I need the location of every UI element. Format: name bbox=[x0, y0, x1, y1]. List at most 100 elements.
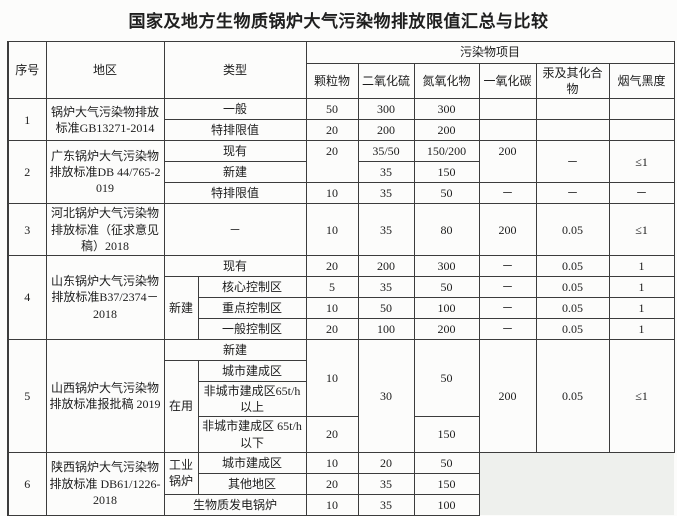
table-row: 4 山东锅炉大气污染物排放标准B37/2374－2018 现有 20 200 300 － 0.… bbox=[7, 254, 675, 340]
value-cell: 0.05 bbox=[535, 275, 610, 298]
value-cell: 35 bbox=[357, 203, 415, 256]
value-cell: 35 bbox=[357, 161, 415, 184]
emission-limits-table: 序号 地区 类型 污染物项目 颗粒物 二氧化硫 氮氧化物 一氧化碳 汞及其化合物… bbox=[7, 40, 675, 516]
value-cell: 0.05 bbox=[535, 254, 610, 277]
value-cell: 35 bbox=[357, 472, 415, 495]
value-cell: 300 bbox=[413, 98, 480, 121]
row-no-cell: 6 bbox=[7, 451, 47, 516]
value-cell: 200 bbox=[357, 119, 415, 142]
value-cell: ≤1 bbox=[608, 203, 675, 256]
table-row: 6 陕西锅炉大气污染物排放标准 DB61/1226-2018 工业锅炉 城市建成区 10… bbox=[7, 451, 675, 516]
value-cell: 35 bbox=[357, 182, 415, 205]
column-header-nox: 氮氧化物 bbox=[413, 62, 480, 100]
value-cell: 1 bbox=[608, 317, 675, 340]
type-cell: 在用 bbox=[163, 359, 199, 453]
value-cell bbox=[608, 119, 675, 142]
value-cell: 0.05 bbox=[535, 296, 610, 319]
region-cell: 河北锅炉大气污染物排放标准（征求意见稿）2018 bbox=[45, 203, 165, 256]
value-cell bbox=[478, 98, 537, 121]
value-cell: 200 bbox=[413, 317, 480, 340]
value-cell: 20 bbox=[357, 451, 415, 474]
value-cell bbox=[535, 98, 610, 121]
value-cell: 300 bbox=[357, 98, 415, 121]
header-row-pollutants: 颗粒物 二氧化硫 氮氧化物 一氧化碳 汞及其化合物 烟气黑度 bbox=[8, 62, 675, 100]
value-cell: 150/200 bbox=[413, 140, 480, 163]
value-cell: 10 bbox=[305, 493, 359, 516]
value-cell: 50 bbox=[413, 451, 480, 474]
value-cell: 20 bbox=[305, 472, 359, 495]
value-cell: 200 bbox=[478, 338, 537, 453]
type-cell: 特排限值 bbox=[163, 119, 307, 142]
value-cell: 0.05 bbox=[535, 338, 610, 453]
value-cell: 10 bbox=[305, 338, 359, 418]
type-cell: 现有 bbox=[163, 254, 307, 277]
value-cell: 200 bbox=[357, 254, 415, 277]
value-cell bbox=[608, 98, 675, 121]
type-cell: 非城市建成区 65t/h 以下 bbox=[197, 416, 307, 453]
value-cell: 100 bbox=[357, 317, 415, 340]
column-header-no: 序号 bbox=[7, 40, 47, 100]
column-header-region: 地区 bbox=[45, 40, 165, 100]
value-cell: 100 bbox=[413, 296, 480, 319]
table-row: 2 广东锅炉大气污染物排放标准DB 44/765-2019 现有 20 35/50 150… bbox=[7, 140, 675, 205]
table-row: 重点控制区 10 50 100 － 0.05 1 bbox=[8, 296, 675, 319]
row-no-cell: 2 bbox=[7, 140, 47, 205]
value-cell: 10 bbox=[305, 182, 359, 205]
row-no-cell: 3 bbox=[7, 203, 47, 256]
value-cell: 20 bbox=[305, 317, 359, 340]
column-header-pm: 颗粒物 bbox=[305, 62, 359, 100]
table-row: 5 山西锅炉大气污染物排放标准报批稿 2019 新建 10 30 50 200 0.05 ≤1 bbox=[7, 338, 675, 453]
value-cell: 35 bbox=[357, 275, 415, 298]
value-cell: 50 bbox=[413, 338, 480, 418]
column-header-so2: 二氧化硫 bbox=[357, 62, 415, 100]
table-row: 3 河北锅炉大气污染物排放标准（征求意见稿）2018 － 10 35 80 200 0.05 ≤… bbox=[7, 203, 675, 256]
value-cell: 10 bbox=[305, 451, 359, 474]
column-header-type: 类型 bbox=[163, 40, 307, 100]
value-cell: 35 bbox=[357, 493, 415, 516]
region-cell: 山西锅炉大气污染物排放标准报批稿 2019 bbox=[45, 338, 165, 453]
value-cell: 30 bbox=[357, 338, 415, 453]
column-header-mercury: 汞及其化合物 bbox=[535, 62, 610, 100]
type-cell: 一般控制区 bbox=[197, 317, 307, 340]
value-cell: 200 bbox=[478, 140, 537, 184]
value-cell: 35/50 bbox=[357, 140, 415, 163]
value-cell: ≤1 bbox=[608, 338, 675, 453]
table-row: 一般控制区 20 100 200 － 0.05 1 bbox=[8, 317, 675, 340]
value-cell: 200 bbox=[413, 119, 480, 142]
value-cell bbox=[478, 119, 537, 142]
table-row: 特排限值 10 35 50 －－－ bbox=[8, 182, 675, 205]
value-cell: ≤1 bbox=[608, 140, 675, 184]
type-cell: － bbox=[163, 203, 307, 256]
type-cell: 其他地区 bbox=[197, 472, 307, 495]
value-cell: 1 bbox=[608, 254, 675, 277]
value-cell: 50 bbox=[305, 98, 359, 121]
type-cell: 新建 bbox=[163, 338, 307, 361]
value-cell: 1 bbox=[608, 275, 675, 298]
value-cell: － bbox=[478, 182, 537, 205]
type-cell: 城市建成区 bbox=[197, 359, 307, 382]
value-cell: 10 bbox=[305, 296, 359, 319]
type-cell: 城市建成区 bbox=[197, 451, 307, 474]
value-cell: 0.05 bbox=[535, 317, 610, 340]
type-cell: 新建 bbox=[163, 275, 199, 340]
row-no-cell: 5 bbox=[7, 338, 47, 453]
region-cell: 锅炉大气污染物排放标准GB13271-2014 bbox=[45, 98, 165, 142]
table-row: 新建 35 150 bbox=[8, 161, 674, 184]
type-cell: 核心控制区 bbox=[197, 275, 307, 298]
value-cell: 300 bbox=[413, 254, 480, 277]
table-body: 1 锅炉大气污染物排放标准GB13271-2014 一般 50 300 300 特排限值 20… bbox=[7, 98, 675, 516]
value-cell: － bbox=[478, 275, 537, 298]
value-cell: － bbox=[535, 182, 610, 205]
value-cell: 20 bbox=[305, 416, 359, 453]
table-header: 序号 地区 类型 污染物项目 颗粒物 二氧化硫 氮氧化物 一氧化碳 汞及其化合物… bbox=[7, 40, 675, 100]
value-cell: 10 bbox=[305, 203, 359, 256]
page-title: 国家及地方生物质锅炉大气污染物排放限值汇总与比较 bbox=[128, 12, 549, 31]
header-row-top: 序号 地区 类型 污染物项目 bbox=[7, 40, 675, 100]
masked-area-cell bbox=[478, 451, 675, 516]
table-row: 1 锅炉大气污染物排放标准GB13271-2014 一般 50 300 300 bbox=[7, 98, 675, 142]
type-cell: 工业锅炉 bbox=[163, 451, 199, 495]
column-header-smoke: 烟气黑度 bbox=[608, 62, 675, 100]
value-cell: 50 bbox=[413, 182, 480, 205]
table-row: 非城市建成区65t/h 以上 bbox=[8, 380, 674, 418]
value-cell: 150 bbox=[413, 161, 480, 184]
